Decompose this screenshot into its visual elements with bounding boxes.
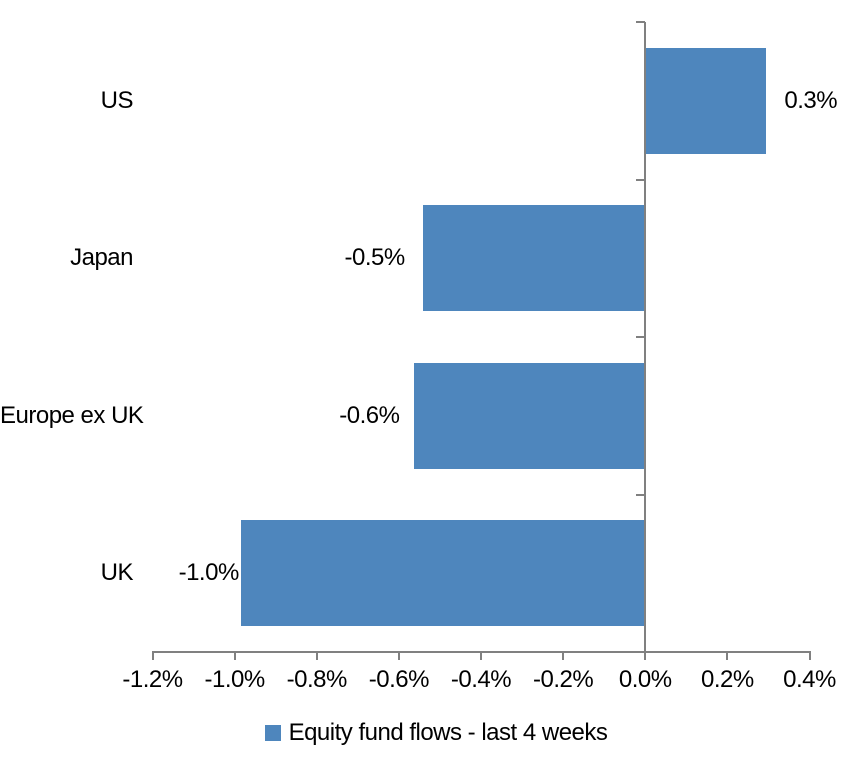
bar-japan — [422, 205, 646, 312]
x-axis-tick — [233, 652, 236, 660]
category-label-japan: Japan — [70, 244, 133, 272]
zero-axis-line — [644, 22, 647, 654]
x-tick-label: 0.0% — [618, 666, 672, 693]
category-label-us: US — [100, 86, 134, 114]
category-boundary-tick — [636, 493, 646, 496]
x-axis-line — [151, 651, 811, 653]
category-boundary-tick — [636, 336, 646, 338]
bar-uk — [240, 520, 646, 627]
x-axis-tick — [315, 652, 318, 660]
x-axis-tick — [480, 652, 482, 660]
value-label-uk: -1.0% — [178, 559, 240, 587]
value-label-europe-ex-uk: -0.6% — [339, 401, 400, 429]
x-axis-tick — [562, 652, 565, 660]
bar-us — [645, 47, 767, 154]
category-label-uk: UK — [100, 559, 134, 587]
category-boundary-tick — [636, 178, 646, 181]
x-tick-label: 0.2% — [701, 666, 754, 693]
x-axis-tick — [808, 652, 811, 660]
legend-swatch-icon — [264, 725, 281, 741]
x-tick-label: -0.2% — [533, 666, 594, 693]
x-tick-label: 0.4% — [783, 666, 836, 693]
x-axis-tick — [151, 652, 154, 660]
value-label-japan: -0.5% — [344, 244, 406, 272]
x-axis-tick — [397, 652, 400, 660]
category-label-europe-ex-uk: Europe ex UK — [0, 401, 144, 429]
x-tick-label: -0.8% — [286, 666, 348, 693]
x-tick-label: -1.0% — [204, 666, 266, 693]
x-tick-label: -0.6% — [368, 666, 430, 693]
value-label-us: 0.3% — [784, 86, 838, 114]
x-axis-tick — [726, 652, 729, 660]
category-boundary-tick — [636, 21, 646, 23]
legend-label: Equity fund flows - last 4 weeks — [288, 719, 608, 746]
x-axis-tick — [644, 652, 647, 660]
x-tick-label: -0.4% — [450, 666, 512, 693]
bar-europe-ex-uk — [414, 362, 646, 469]
legend: Equity fund flows - last 4 weeks — [10, 719, 852, 747]
x-tick-label: -1.2% — [122, 666, 183, 693]
